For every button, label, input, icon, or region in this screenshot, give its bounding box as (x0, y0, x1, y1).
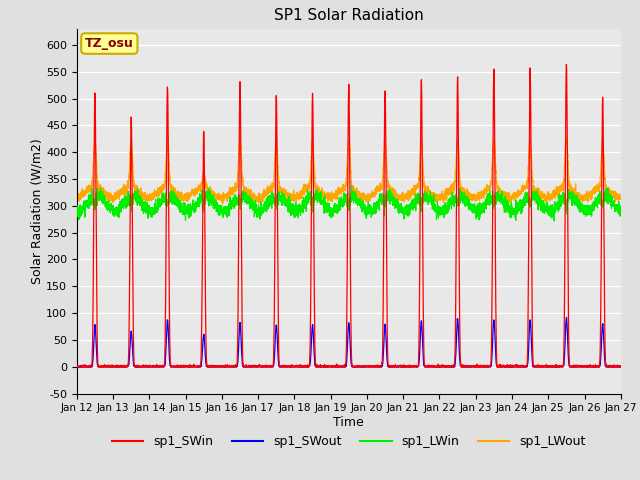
Title: SP1 Solar Radiation: SP1 Solar Radiation (274, 9, 424, 24)
Legend: sp1_SWin, sp1_SWout, sp1_LWin, sp1_LWout: sp1_SWin, sp1_SWout, sp1_LWin, sp1_LWout (107, 430, 591, 453)
X-axis label: Time: Time (333, 416, 364, 429)
Y-axis label: Solar Radiation (W/m2): Solar Radiation (W/m2) (30, 138, 43, 284)
Text: TZ_osu: TZ_osu (85, 37, 134, 50)
